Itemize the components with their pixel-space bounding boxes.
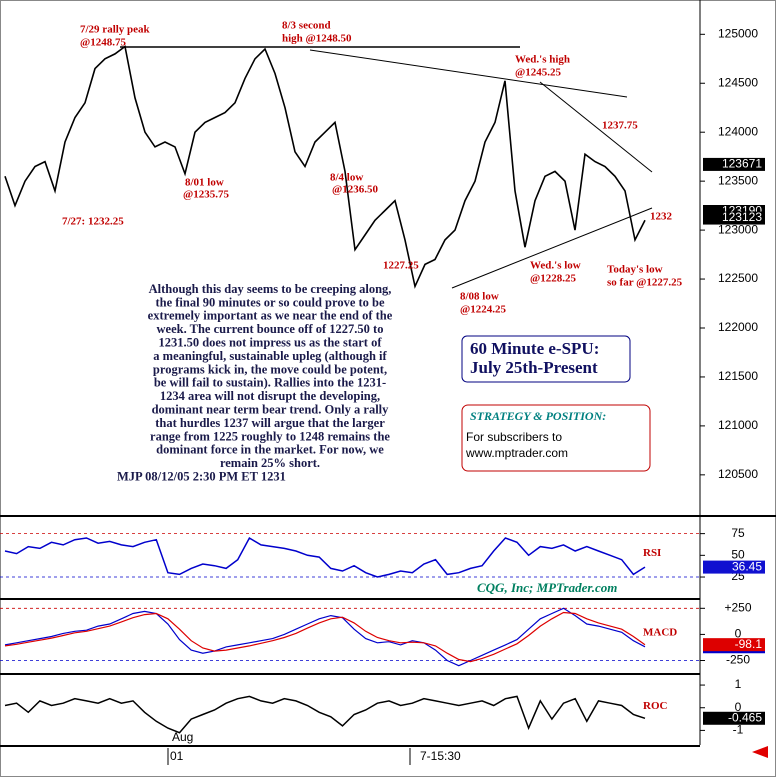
commentary-line: the final 90 minutes or so could prove t… (155, 295, 385, 309)
annotation: @1236.50 (332, 184, 378, 196)
value-box-label: 123123 (722, 210, 762, 224)
y-tick-label: 120500 (718, 467, 758, 481)
y-tick-label: 124000 (718, 124, 758, 138)
commentary-line: dominant near term bear trend. Only a ra… (152, 402, 390, 416)
annotation: 8/3 second (282, 20, 331, 32)
annotation: Wed.'s low (530, 260, 581, 272)
commentary-line: be will fail to sustain). Rallies into t… (154, 376, 386, 390)
annotation: Wed.'s high (515, 54, 570, 66)
x-tick-label: Aug (172, 730, 193, 744)
commentary-line: 1234 area will not disrupt the developin… (160, 389, 380, 403)
commentary-line: Although this day seems to be creeping a… (149, 282, 392, 296)
annotation: 1227.25 (383, 260, 419, 272)
trendline (539, 81, 653, 173)
series-line (4, 695, 646, 734)
commentary-line: that hurdles 1237 will argue that the la… (155, 416, 385, 430)
panel-label: RSI (643, 547, 661, 559)
commentary-line: week. The current bounce off of 1227.50 … (157, 322, 384, 336)
commentary-line: a meaningful, sustainable upleg (althoug… (153, 349, 387, 363)
value-box-label: 36.45 (732, 559, 762, 573)
y-tick-label: 125000 (718, 26, 758, 40)
title: 60 Minute e-SPU: (470, 339, 599, 358)
series-line (4, 611, 646, 663)
x-tick-label: 7-15:30 (420, 749, 461, 763)
trendline (451, 207, 653, 289)
y-tick-label: 123000 (718, 222, 758, 236)
annotation: 7/29 rally peak (80, 24, 151, 36)
annotation: 1237.75 (602, 120, 638, 132)
title-box (461, 335, 631, 383)
annotation: Today's low (607, 264, 663, 276)
commentary-line: extremely important as we near the end o… (148, 309, 393, 323)
series-line (4, 45, 646, 289)
trendline (309, 49, 628, 98)
title: July 25th-Present (470, 358, 598, 377)
x-tick-label: 01 (170, 749, 184, 763)
commentary-line: remain 25% short. (220, 456, 320, 470)
y-tick-label: 122500 (718, 271, 758, 285)
commentary-line: programs kick in, the move could be pote… (153, 362, 387, 376)
scroll-arrow[interactable] (752, 746, 768, 758)
annotation: 8/01 low (185, 177, 224, 189)
commentary-line: 1231.50 does not impress us as the start… (158, 335, 382, 349)
annotation: 7/27: 1232.25 (62, 216, 124, 228)
commentary-line: range from 1225 roughly to 1248 remains … (150, 429, 390, 443)
y-tick-label: -250 (726, 653, 750, 667)
annotation: 8/4 low (330, 172, 363, 184)
value-box-label: 123671 (722, 157, 762, 171)
value-box-label: -0.465 (728, 710, 762, 724)
annotation: @1224.25 (460, 304, 506, 316)
series-line (4, 607, 646, 667)
y-tick-label: +250 (724, 600, 751, 614)
y-tick-label: 1 (735, 677, 742, 691)
watermark: CQG, Inc; MPTrader.com (477, 580, 617, 595)
value-box (703, 711, 765, 725)
value-box (703, 211, 765, 225)
y-tick-label: 75 (731, 526, 745, 540)
y-tick-label: 121000 (718, 418, 758, 432)
value-box (703, 638, 765, 652)
panel-label: ROC (643, 700, 668, 712)
annotation: @1235.75 (183, 189, 229, 201)
annotation: @1228.25 (530, 273, 576, 285)
series-line (4, 536, 646, 578)
annotation: 1232 (650, 211, 673, 223)
strategy-text: www.mptrader.com (465, 446, 568, 460)
y-tick-label: 121500 (718, 369, 758, 383)
strategy-box (461, 404, 651, 472)
y-tick-label: 122000 (718, 320, 758, 334)
y-tick-label: 0 (735, 700, 742, 714)
y-tick-label: 0 (735, 627, 742, 641)
annotation: 8/08 low (460, 291, 499, 303)
y-tick-label: -1 (733, 723, 744, 737)
panel-label: MACD (643, 626, 677, 638)
strategy-title: STRATEGY & POSITION: (470, 409, 606, 423)
annotation: @1245.25 (515, 67, 561, 79)
commentary-line: MJP 08/12/05 2:30 PM ET 1231 (117, 469, 286, 483)
y-tick-label: 123500 (718, 173, 758, 187)
annotation: @1248.75 (80, 37, 126, 49)
annotation: so far @1227.25 (607, 277, 683, 289)
y-tick-label: 124500 (718, 75, 758, 89)
commentary-line: dominant force in the market. For now, w… (156, 443, 384, 457)
annotation: high @1248.50 (282, 33, 352, 45)
value-box-label: -98.1 (735, 637, 763, 651)
y-tick-label: 50 (731, 548, 745, 562)
strategy-text: For subscribers to (466, 430, 562, 444)
value-box (703, 157, 765, 171)
value-box (703, 560, 765, 574)
